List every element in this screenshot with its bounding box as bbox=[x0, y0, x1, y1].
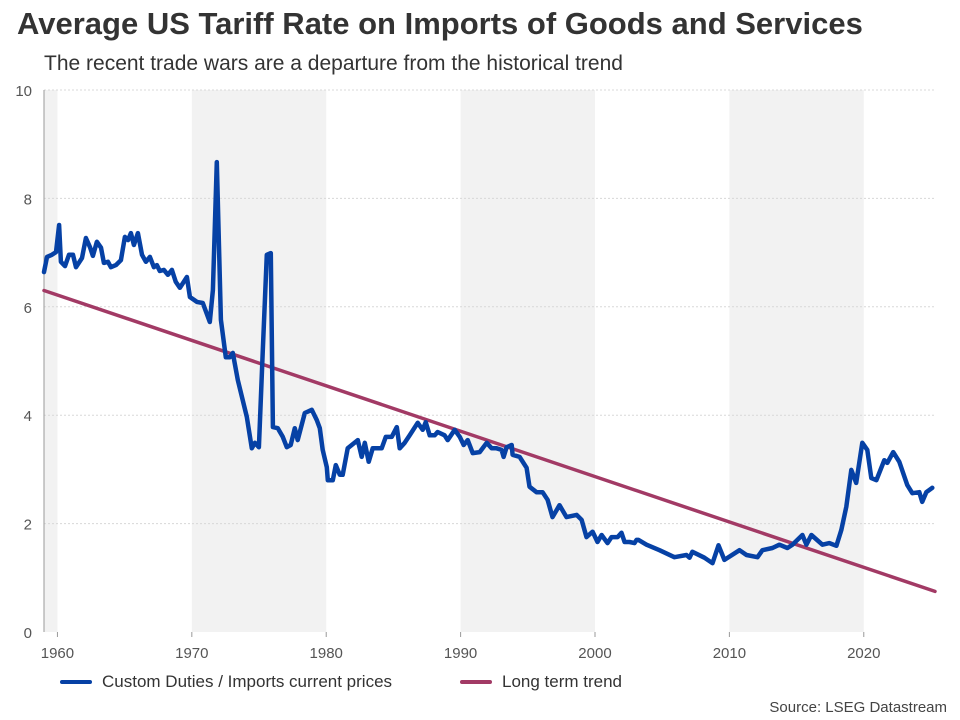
gridlines bbox=[44, 89, 935, 525]
shaded-period bbox=[729, 90, 864, 632]
x-tick-label: 1990 bbox=[444, 645, 477, 662]
series-line-long-term-trend bbox=[42, 288, 937, 594]
y-tick-label: 2 bbox=[24, 517, 32, 534]
chart-title: Average US Tariff Rate on Imports of Goo… bbox=[17, 6, 863, 41]
shaded-period bbox=[460, 90, 595, 632]
x-tick-label: 1960 bbox=[41, 645, 74, 662]
chart-subtitle: The recent trade wars are a departure fr… bbox=[44, 52, 623, 75]
x-tick-label: 2020 bbox=[847, 645, 880, 662]
shaded-period bbox=[191, 90, 327, 632]
series-line-custom-duties bbox=[41, 159, 935, 566]
series-lines bbox=[41, 159, 937, 594]
legend-swatch-red bbox=[460, 680, 492, 684]
legend-item-custom-duties: Custom Duties / Imports current prices bbox=[60, 672, 392, 692]
legend-swatch-blue bbox=[60, 680, 92, 684]
source-note: Source: LSEG Datastream bbox=[769, 699, 947, 716]
legend-label: Long term trend bbox=[502, 672, 623, 691]
x-tick-label: 1980 bbox=[310, 645, 343, 662]
legend-item-long-term-trend: Long term trend bbox=[460, 672, 622, 692]
legend-label: Custom Duties / Imports current prices bbox=[102, 672, 393, 691]
y-tick-label: 0 bbox=[24, 625, 32, 642]
shaded-periods bbox=[44, 90, 864, 632]
y-axis-ticks: 0 2 4 6 8 10 bbox=[15, 83, 32, 642]
y-tick-label: 4 bbox=[24, 408, 32, 425]
x-axis-ticks: 1960 1970 1980 1990 2000 2010 2020 bbox=[41, 632, 880, 662]
x-tick-label: 2010 bbox=[713, 645, 746, 662]
x-tick-label: 1970 bbox=[175, 645, 208, 662]
y-tick-label: 8 bbox=[24, 191, 32, 208]
shaded-period bbox=[44, 90, 58, 632]
y-tick-label: 10 bbox=[15, 83, 32, 100]
y-tick-label: 6 bbox=[24, 300, 32, 317]
x-tick-label: 2000 bbox=[578, 645, 611, 662]
